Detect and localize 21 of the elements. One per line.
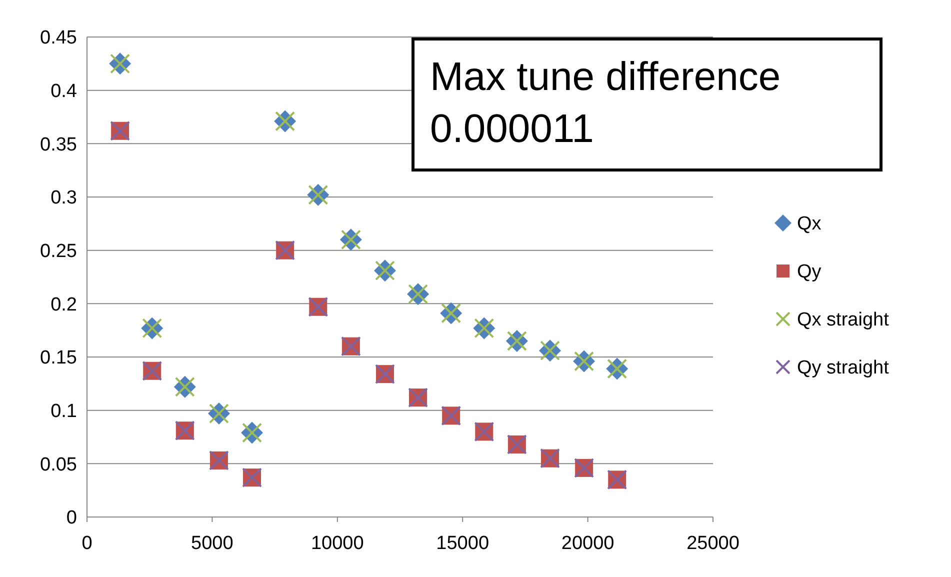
- x-tick-label: 20000: [561, 533, 614, 554]
- y-tick-label: 0.4: [50, 80, 78, 102]
- y-tick-label: 0.25: [40, 240, 77, 262]
- x-tick-label: 15000: [436, 533, 490, 554]
- y-tick-label: 0.1: [50, 400, 77, 422]
- annotation: Max tune difference 0.000011: [430, 55, 781, 151]
- x-tick-label: 10000: [310, 533, 364, 554]
- legend-label: Qx: [797, 214, 822, 235]
- x-tick-label: 0: [82, 533, 92, 554]
- y-tick-label: 0.05: [40, 454, 77, 476]
- y-tick-label: 0.35: [40, 134, 77, 156]
- legend-label: Qy: [797, 262, 822, 283]
- legend-label: Qy straight: [797, 358, 890, 379]
- y-tick-label: 0.3: [50, 188, 77, 209]
- y-tick-label: 0.45: [40, 28, 77, 49]
- y-tick-label: 0.15: [40, 348, 77, 369]
- y-tick-label: 0.2: [50, 294, 77, 316]
- y-tick-label: 0: [66, 508, 77, 529]
- legend-label: Qx straight: [797, 310, 890, 331]
- x-tick-label: 25000: [686, 533, 740, 554]
- x-tick-label: 5000: [191, 533, 234, 554]
